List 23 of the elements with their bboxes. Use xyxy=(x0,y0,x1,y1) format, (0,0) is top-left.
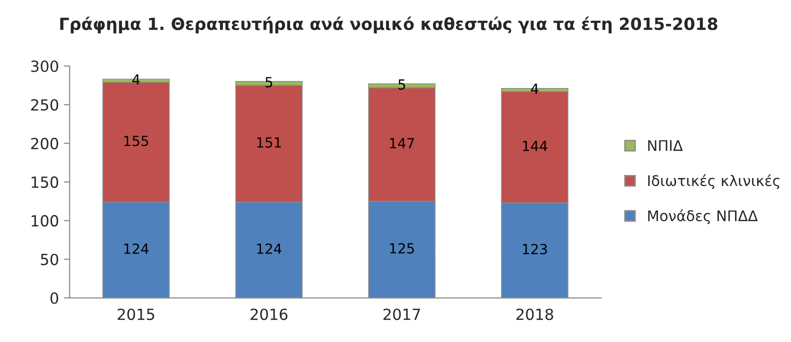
x-tick-label: 2018 xyxy=(516,308,554,320)
data-label: 125 xyxy=(390,243,414,254)
y-tick-label: 0 xyxy=(50,292,58,304)
y-tick-label: 50 xyxy=(40,254,58,266)
data-label: 144 xyxy=(522,140,548,151)
data-label: 124 xyxy=(124,243,149,254)
x-tick-label: 2017 xyxy=(384,308,420,320)
data-label: 147 xyxy=(390,138,414,148)
x-tick-label: 2016 xyxy=(250,308,288,320)
data-label: 155 xyxy=(124,136,148,146)
chart-title: Γράφημα 1. Θεραπευτήρια ανά νομικό καθεστώς για τα έτη 2015-2018 xyxy=(60,16,718,34)
data-label: 124 xyxy=(257,243,282,254)
data-label: 123 xyxy=(522,244,547,254)
y-tick-label: 300 xyxy=(31,60,58,72)
data-label: 151 xyxy=(257,137,281,148)
legend-label: Μονάδες ΝΠΔΔ xyxy=(648,209,758,224)
y-tick-label: 200 xyxy=(31,138,58,150)
legend-label: ΝΠΙΔ xyxy=(648,140,683,151)
x-tick-label: 2015 xyxy=(118,308,154,320)
y-tick-label: 100 xyxy=(32,215,58,227)
legend-label: Ιδιωτικές κλινικές xyxy=(648,174,780,189)
y-tick-label: 150 xyxy=(32,176,58,188)
y-tick-label: 250 xyxy=(31,99,58,111)
